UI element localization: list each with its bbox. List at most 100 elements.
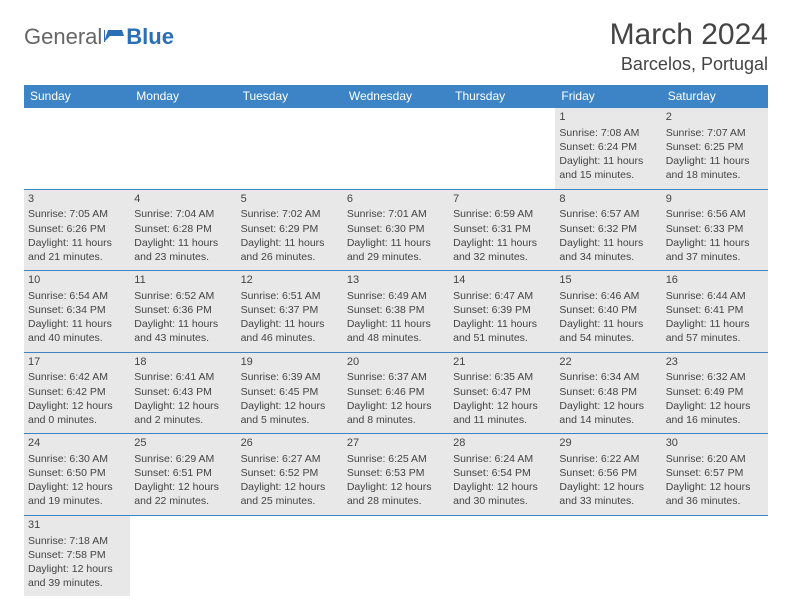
calendar-empty-cell (130, 108, 236, 190)
day-number: 14 (453, 273, 551, 288)
calendar-day-cell: 15Sunrise: 6:46 AMSunset: 6:40 PMDayligh… (555, 271, 661, 353)
brand-logo: General Blue (24, 18, 174, 50)
calendar-day-cell: 21Sunrise: 6:35 AMSunset: 6:47 PMDayligh… (449, 352, 555, 434)
calendar-day-cell: 8Sunrise: 6:57 AMSunset: 6:32 PMDaylight… (555, 189, 661, 271)
calendar-week-row: 1Sunrise: 7:08 AMSunset: 6:24 PMDaylight… (24, 108, 768, 190)
calendar-week-row: 3Sunrise: 7:05 AMSunset: 6:26 PMDaylight… (24, 189, 768, 271)
day-info: Sunrise: 6:37 AMSunset: 6:46 PMDaylight:… (347, 370, 445, 427)
calendar-day-cell: 9Sunrise: 6:56 AMSunset: 6:33 PMDaylight… (662, 189, 768, 271)
logo-text-blue: Blue (126, 24, 174, 50)
day-info: Sunrise: 6:52 AMSunset: 6:36 PMDaylight:… (134, 289, 232, 346)
calendar-week-row: 24Sunrise: 6:30 AMSunset: 6:50 PMDayligh… (24, 434, 768, 516)
day-number: 26 (241, 436, 339, 451)
calendar-day-cell: 24Sunrise: 6:30 AMSunset: 6:50 PMDayligh… (24, 434, 130, 516)
calendar-day-cell: 6Sunrise: 7:01 AMSunset: 6:30 PMDaylight… (343, 189, 449, 271)
calendar-day-cell: 18Sunrise: 6:41 AMSunset: 6:43 PMDayligh… (130, 352, 236, 434)
calendar-week-row: 17Sunrise: 6:42 AMSunset: 6:42 PMDayligh… (24, 352, 768, 434)
calendar-empty-cell (449, 515, 555, 596)
day-info: Sunrise: 7:05 AMSunset: 6:26 PMDaylight:… (28, 207, 126, 264)
calendar-day-cell: 29Sunrise: 6:22 AMSunset: 6:56 PMDayligh… (555, 434, 661, 516)
day-number: 24 (28, 436, 126, 451)
calendar-week-row: 31Sunrise: 7:18 AMSunset: 7:58 PMDayligh… (24, 515, 768, 596)
day-number: 7 (453, 192, 551, 207)
flag-icon (104, 24, 126, 50)
day-info: Sunrise: 7:01 AMSunset: 6:30 PMDaylight:… (347, 207, 445, 264)
calendar-empty-cell (343, 108, 449, 190)
calendar-empty-cell (555, 515, 661, 596)
day-number: 15 (559, 273, 657, 288)
day-info: Sunrise: 6:39 AMSunset: 6:45 PMDaylight:… (241, 370, 339, 427)
calendar-day-cell: 13Sunrise: 6:49 AMSunset: 6:38 PMDayligh… (343, 271, 449, 353)
location-text: Barcelos, Portugal (610, 54, 768, 75)
day-info: Sunrise: 6:41 AMSunset: 6:43 PMDaylight:… (134, 370, 232, 427)
weekday-header: Sunday (24, 85, 130, 108)
calendar-day-cell: 26Sunrise: 6:27 AMSunset: 6:52 PMDayligh… (237, 434, 343, 516)
day-number: 21 (453, 355, 551, 370)
day-info: Sunrise: 6:20 AMSunset: 6:57 PMDaylight:… (666, 452, 764, 509)
day-info: Sunrise: 7:04 AMSunset: 6:28 PMDaylight:… (134, 207, 232, 264)
weekday-header: Tuesday (237, 85, 343, 108)
day-number: 19 (241, 355, 339, 370)
calendar-day-cell: 28Sunrise: 6:24 AMSunset: 6:54 PMDayligh… (449, 434, 555, 516)
day-number: 13 (347, 273, 445, 288)
day-number: 16 (666, 273, 764, 288)
calendar-week-row: 10Sunrise: 6:54 AMSunset: 6:34 PMDayligh… (24, 271, 768, 353)
calendar-day-cell: 19Sunrise: 6:39 AMSunset: 6:45 PMDayligh… (237, 352, 343, 434)
day-number: 4 (134, 192, 232, 207)
calendar-empty-cell (237, 515, 343, 596)
day-number: 8 (559, 192, 657, 207)
day-info: Sunrise: 6:56 AMSunset: 6:33 PMDaylight:… (666, 207, 764, 264)
day-number: 27 (347, 436, 445, 451)
day-number: 11 (134, 273, 232, 288)
calendar-day-cell: 2Sunrise: 7:07 AMSunset: 6:25 PMDaylight… (662, 108, 768, 190)
weekday-header: Wednesday (343, 85, 449, 108)
weekday-header: Thursday (449, 85, 555, 108)
day-number: 9 (666, 192, 764, 207)
calendar-day-cell: 27Sunrise: 6:25 AMSunset: 6:53 PMDayligh… (343, 434, 449, 516)
day-number: 12 (241, 273, 339, 288)
day-number: 18 (134, 355, 232, 370)
calendar-day-cell: 12Sunrise: 6:51 AMSunset: 6:37 PMDayligh… (237, 271, 343, 353)
day-number: 25 (134, 436, 232, 451)
day-number: 17 (28, 355, 126, 370)
day-number: 28 (453, 436, 551, 451)
calendar-table: SundayMondayTuesdayWednesdayThursdayFrid… (24, 85, 768, 596)
day-number: 23 (666, 355, 764, 370)
calendar-day-cell: 4Sunrise: 7:04 AMSunset: 6:28 PMDaylight… (130, 189, 236, 271)
calendar-empty-cell (662, 515, 768, 596)
calendar-empty-cell (237, 108, 343, 190)
day-number: 6 (347, 192, 445, 207)
day-info: Sunrise: 6:46 AMSunset: 6:40 PMDaylight:… (559, 289, 657, 346)
day-info: Sunrise: 6:29 AMSunset: 6:51 PMDaylight:… (134, 452, 232, 509)
title-block: March 2024 Barcelos, Portugal (610, 18, 768, 75)
calendar-day-cell: 25Sunrise: 6:29 AMSunset: 6:51 PMDayligh… (130, 434, 236, 516)
day-info: Sunrise: 6:35 AMSunset: 6:47 PMDaylight:… (453, 370, 551, 427)
weekday-header: Monday (130, 85, 236, 108)
calendar-day-cell: 10Sunrise: 6:54 AMSunset: 6:34 PMDayligh… (24, 271, 130, 353)
day-number: 22 (559, 355, 657, 370)
day-number: 10 (28, 273, 126, 288)
day-number: 31 (28, 518, 126, 533)
calendar-day-cell: 1Sunrise: 7:08 AMSunset: 6:24 PMDaylight… (555, 108, 661, 190)
calendar-day-cell: 14Sunrise: 6:47 AMSunset: 6:39 PMDayligh… (449, 271, 555, 353)
calendar-day-cell: 11Sunrise: 6:52 AMSunset: 6:36 PMDayligh… (130, 271, 236, 353)
calendar-day-cell: 23Sunrise: 6:32 AMSunset: 6:49 PMDayligh… (662, 352, 768, 434)
calendar-empty-cell (24, 108, 130, 190)
calendar-day-cell: 22Sunrise: 6:34 AMSunset: 6:48 PMDayligh… (555, 352, 661, 434)
weekday-header: Friday (555, 85, 661, 108)
day-info: Sunrise: 6:59 AMSunset: 6:31 PMDaylight:… (453, 207, 551, 264)
day-info: Sunrise: 6:32 AMSunset: 6:49 PMDaylight:… (666, 370, 764, 427)
day-info: Sunrise: 6:44 AMSunset: 6:41 PMDaylight:… (666, 289, 764, 346)
day-info: Sunrise: 6:54 AMSunset: 6:34 PMDaylight:… (28, 289, 126, 346)
day-info: Sunrise: 7:18 AMSunset: 7:58 PMDaylight:… (28, 534, 126, 591)
day-info: Sunrise: 6:47 AMSunset: 6:39 PMDaylight:… (453, 289, 551, 346)
calendar-day-cell: 30Sunrise: 6:20 AMSunset: 6:57 PMDayligh… (662, 434, 768, 516)
weekday-header: Saturday (662, 85, 768, 108)
day-number: 29 (559, 436, 657, 451)
day-number: 5 (241, 192, 339, 207)
day-info: Sunrise: 7:07 AMSunset: 6:25 PMDaylight:… (666, 126, 764, 183)
day-number: 2 (666, 110, 764, 125)
calendar-day-cell: 31Sunrise: 7:18 AMSunset: 7:58 PMDayligh… (24, 515, 130, 596)
header: General Blue March 2024 Barcelos, Portug… (24, 18, 768, 75)
calendar-empty-cell (130, 515, 236, 596)
